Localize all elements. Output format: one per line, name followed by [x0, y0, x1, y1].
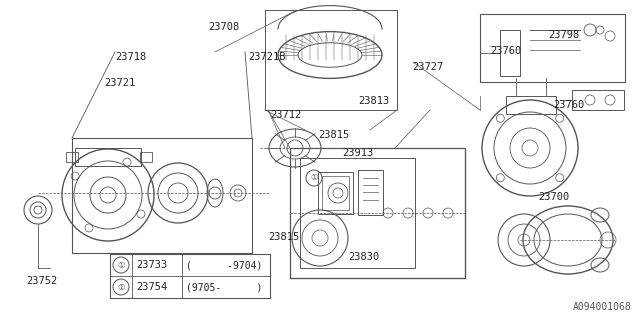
- Bar: [265, 10, 397, 110]
- Text: 23913: 23913: [342, 148, 373, 158]
- Text: 23813: 23813: [358, 96, 389, 106]
- Text: 23727: 23727: [412, 62, 444, 72]
- Bar: [506, 96, 556, 114]
- Bar: [318, 172, 353, 214]
- Bar: [110, 254, 270, 298]
- Text: ①: ①: [117, 260, 125, 269]
- Text: A094001068: A094001068: [573, 302, 632, 312]
- Bar: [290, 148, 465, 278]
- Text: 23798: 23798: [548, 30, 579, 40]
- Bar: [72, 138, 252, 253]
- Text: 23721B: 23721B: [248, 52, 285, 62]
- Text: 23733: 23733: [136, 260, 167, 270]
- Text: 23712: 23712: [270, 110, 301, 120]
- Text: 23760: 23760: [490, 46, 521, 56]
- Bar: [358, 170, 383, 215]
- Text: 23718: 23718: [115, 52, 147, 62]
- Bar: [140, 152, 152, 162]
- Text: 23815: 23815: [268, 232, 300, 242]
- Text: 23754: 23754: [136, 282, 167, 292]
- Bar: [66, 152, 78, 162]
- Text: 23830: 23830: [348, 252, 380, 262]
- Bar: [75, 148, 141, 166]
- Text: 23708: 23708: [208, 22, 239, 32]
- Text: ①: ①: [310, 173, 317, 182]
- Text: 23815: 23815: [318, 130, 349, 140]
- Text: 23760: 23760: [553, 100, 584, 110]
- Bar: [480, 14, 625, 82]
- Text: (      -9704): ( -9704): [186, 260, 262, 270]
- Bar: [322, 176, 349, 210]
- Text: 23700: 23700: [538, 192, 569, 202]
- Bar: [300, 158, 415, 268]
- Text: 23752: 23752: [26, 276, 57, 286]
- Bar: [500, 30, 520, 76]
- Text: (9705-      ): (9705- ): [186, 282, 262, 292]
- Text: ①: ①: [117, 283, 125, 292]
- Bar: [572, 90, 624, 110]
- Text: 23721: 23721: [104, 78, 135, 88]
